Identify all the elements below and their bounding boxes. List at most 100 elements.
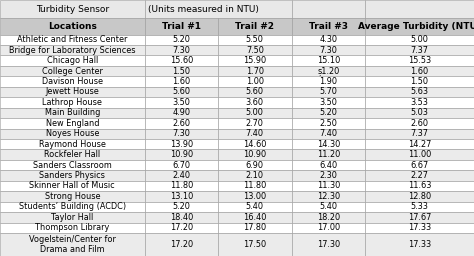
Text: 16.40: 16.40 bbox=[243, 213, 266, 222]
Bar bbox=[292, 170, 365, 181]
Text: 1.90: 1.90 bbox=[319, 77, 337, 86]
Text: Vogelstein/Center for
Drama and Film: Vogelstein/Center for Drama and Film bbox=[29, 235, 116, 254]
Text: 3.50: 3.50 bbox=[319, 98, 337, 107]
Bar bbox=[0, 108, 145, 118]
Text: 11.00: 11.00 bbox=[408, 150, 431, 159]
Bar bbox=[292, 181, 365, 191]
Text: Lathrop House: Lathrop House bbox=[42, 98, 102, 107]
Bar bbox=[218, 87, 292, 97]
Bar bbox=[145, 160, 218, 170]
Text: 5.20: 5.20 bbox=[173, 35, 190, 44]
Text: 2.30: 2.30 bbox=[319, 171, 337, 180]
Text: 4.30: 4.30 bbox=[319, 35, 337, 44]
Bar bbox=[365, 160, 474, 170]
Text: 11.30: 11.30 bbox=[317, 182, 340, 190]
Text: 13.90: 13.90 bbox=[170, 140, 193, 149]
Bar bbox=[145, 118, 218, 129]
Bar bbox=[365, 129, 474, 139]
Bar bbox=[145, 129, 218, 139]
Bar bbox=[145, 66, 218, 76]
Bar bbox=[218, 129, 292, 139]
Bar bbox=[292, 56, 365, 66]
Bar bbox=[365, 170, 474, 181]
Bar bbox=[365, 0, 474, 18]
Bar bbox=[0, 118, 145, 129]
Text: Trial #1: Trial #1 bbox=[162, 22, 201, 31]
Text: 17.20: 17.20 bbox=[170, 240, 193, 249]
Bar bbox=[145, 45, 218, 56]
Text: 15.60: 15.60 bbox=[170, 56, 193, 65]
Bar bbox=[292, 18, 365, 35]
Text: 2.27: 2.27 bbox=[410, 171, 428, 180]
Text: 17.50: 17.50 bbox=[243, 240, 266, 249]
Text: 1.70: 1.70 bbox=[246, 67, 264, 76]
Bar bbox=[292, 45, 365, 56]
Text: Bridge for Laboratory Sciences: Bridge for Laboratory Sciences bbox=[9, 46, 136, 55]
Text: Taylor Hall: Taylor Hall bbox=[51, 213, 93, 222]
Bar bbox=[218, 45, 292, 56]
Text: ș1.20: ș1.20 bbox=[317, 67, 339, 76]
Text: 6.40: 6.40 bbox=[319, 161, 337, 169]
Text: College Center: College Center bbox=[42, 67, 103, 76]
Text: 10.90: 10.90 bbox=[170, 150, 193, 159]
Bar bbox=[218, 181, 292, 191]
Bar bbox=[292, 212, 365, 222]
Bar bbox=[218, 66, 292, 76]
Text: 7.37: 7.37 bbox=[410, 129, 428, 138]
Bar bbox=[365, 191, 474, 202]
Text: 15.53: 15.53 bbox=[408, 56, 431, 65]
Text: Strong House: Strong House bbox=[45, 192, 100, 201]
Bar bbox=[292, 108, 365, 118]
Bar bbox=[0, 222, 145, 233]
Bar bbox=[218, 97, 292, 108]
Text: 3.53: 3.53 bbox=[410, 98, 428, 107]
Bar bbox=[0, 170, 145, 181]
Bar bbox=[365, 202, 474, 212]
Text: 7.30: 7.30 bbox=[173, 129, 190, 138]
Text: 17.30: 17.30 bbox=[317, 240, 340, 249]
Text: 11.63: 11.63 bbox=[408, 182, 431, 190]
Bar bbox=[292, 202, 365, 212]
Text: 2.10: 2.10 bbox=[246, 171, 264, 180]
Bar bbox=[365, 18, 474, 35]
Bar bbox=[292, 97, 365, 108]
Text: Sanders Classroom: Sanders Classroom bbox=[33, 161, 112, 169]
Bar bbox=[218, 191, 292, 202]
Text: Average Turbidity (NTU): Average Turbidity (NTU) bbox=[358, 22, 474, 31]
Bar bbox=[0, 45, 145, 56]
Text: Raymond House: Raymond House bbox=[39, 140, 106, 149]
Text: Trail #2: Trail #2 bbox=[235, 22, 274, 31]
Text: 17.20: 17.20 bbox=[170, 223, 193, 232]
Bar bbox=[0, 202, 145, 212]
Bar bbox=[218, 150, 292, 160]
Text: 17.33: 17.33 bbox=[408, 240, 431, 249]
Text: 13.00: 13.00 bbox=[243, 192, 266, 201]
Bar bbox=[145, 87, 218, 97]
Bar bbox=[292, 76, 365, 87]
Text: 7.40: 7.40 bbox=[319, 129, 337, 138]
Bar bbox=[0, 212, 145, 222]
Text: 17.33: 17.33 bbox=[408, 223, 431, 232]
Text: 5.63: 5.63 bbox=[410, 88, 428, 97]
Bar bbox=[292, 160, 365, 170]
Text: 18.20: 18.20 bbox=[317, 213, 340, 222]
Text: 5.03: 5.03 bbox=[410, 108, 428, 117]
Bar bbox=[145, 35, 218, 45]
Bar bbox=[0, 66, 145, 76]
Text: 14.30: 14.30 bbox=[317, 140, 340, 149]
Text: 17.67: 17.67 bbox=[408, 213, 431, 222]
Text: 11.80: 11.80 bbox=[170, 182, 193, 190]
Text: 12.30: 12.30 bbox=[317, 192, 340, 201]
Bar bbox=[145, 202, 218, 212]
Text: Davison House: Davison House bbox=[42, 77, 103, 86]
Text: 12.80: 12.80 bbox=[408, 192, 431, 201]
Text: 10.90: 10.90 bbox=[243, 150, 266, 159]
Bar bbox=[145, 191, 218, 202]
Text: 2.50: 2.50 bbox=[319, 119, 337, 128]
Text: 5.70: 5.70 bbox=[319, 88, 337, 97]
Text: 1.50: 1.50 bbox=[173, 67, 190, 76]
Bar bbox=[218, 56, 292, 66]
Bar bbox=[365, 150, 474, 160]
Bar bbox=[0, 160, 145, 170]
Text: 15.10: 15.10 bbox=[317, 56, 340, 65]
